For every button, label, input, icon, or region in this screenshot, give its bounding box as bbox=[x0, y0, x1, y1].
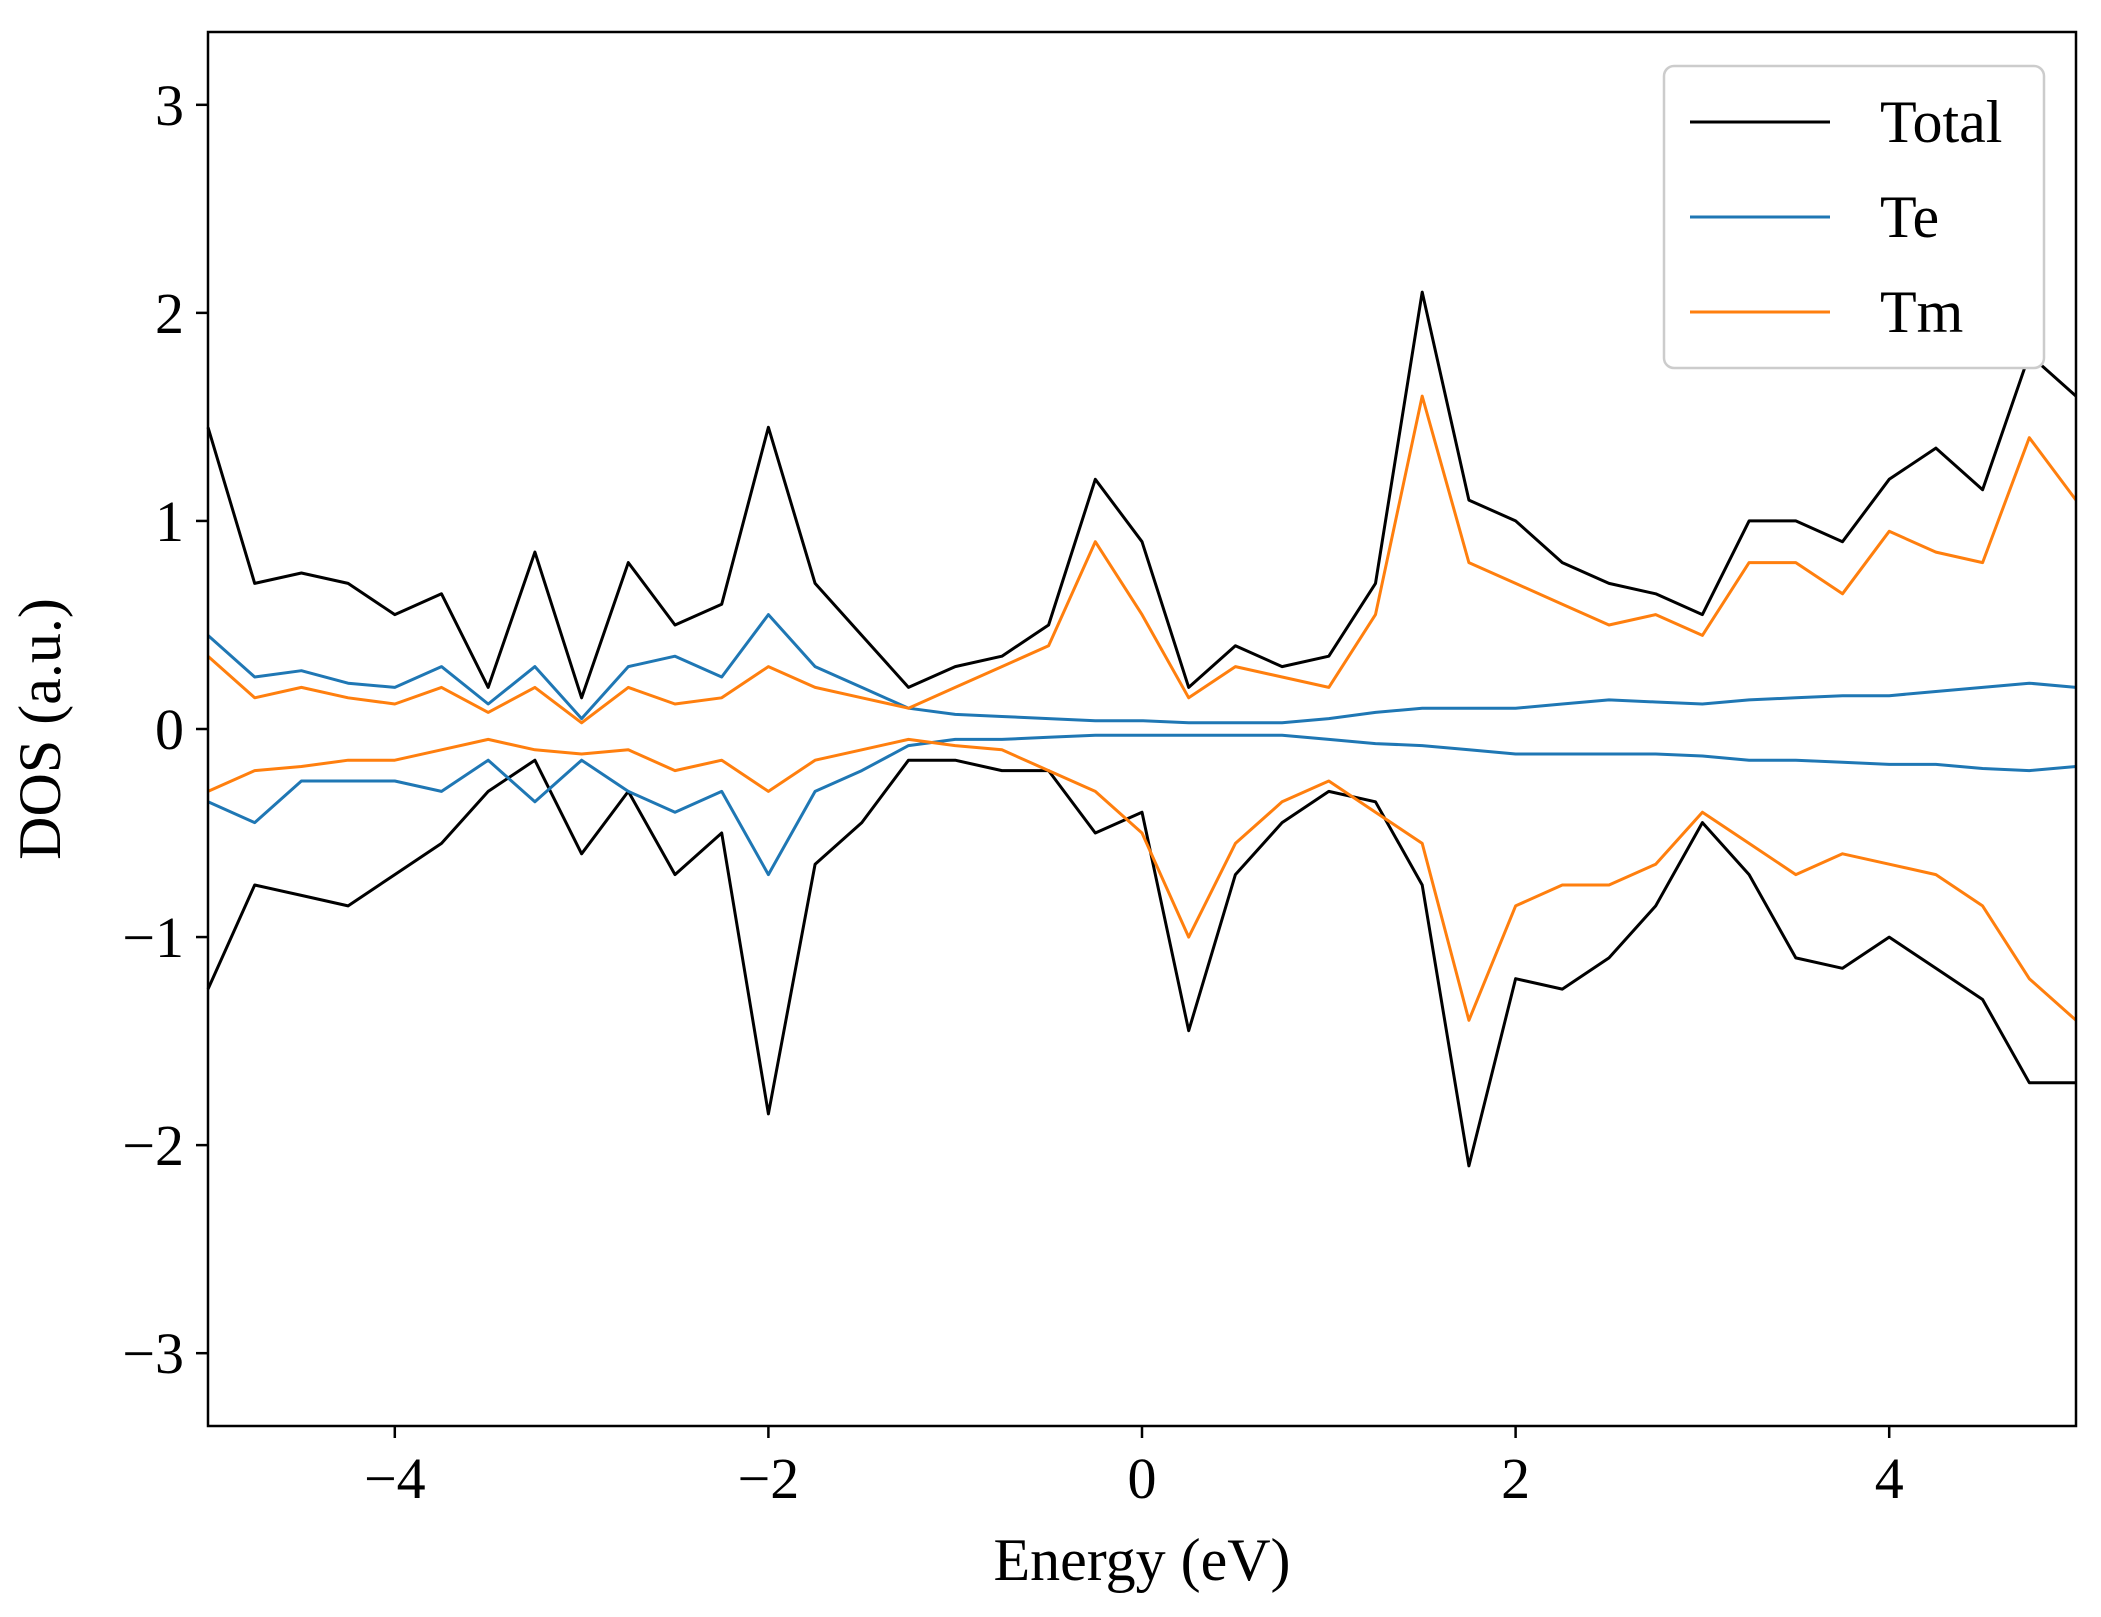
series-line-total-up bbox=[206, 290, 2077, 700]
y-tick-label: 2 bbox=[155, 281, 184, 346]
legend-label-tm: Tm bbox=[1880, 279, 1963, 345]
legend-label-te: Te bbox=[1880, 184, 1939, 250]
x-tick-label: 4 bbox=[1875, 1446, 1904, 1511]
y-tick-label: 1 bbox=[155, 489, 184, 554]
series-line-total-down bbox=[206, 758, 2076, 1168]
x-tick-label: −4 bbox=[364, 1446, 426, 1511]
x-tick-label: 0 bbox=[1128, 1446, 1157, 1511]
y-tick-label: −1 bbox=[122, 905, 184, 970]
series-line-tm-up bbox=[207, 394, 2078, 725]
series-layer bbox=[206, 290, 2078, 1168]
y-tick-label: 0 bbox=[155, 697, 184, 762]
x-axis-label: Energy (eV) bbox=[993, 1527, 1290, 1593]
x-tick-label: 2 bbox=[1501, 1446, 1530, 1511]
series-line-te-down bbox=[207, 733, 2077, 877]
legend-label-total: Total bbox=[1880, 89, 2002, 155]
series-line-tm-down bbox=[207, 737, 2077, 1022]
legend: Total Te Tm bbox=[1662, 64, 2046, 370]
legend-box bbox=[1662, 64, 2046, 370]
series-line-te-up bbox=[207, 613, 2077, 725]
y-axis-label: DOS (a.u.) bbox=[7, 598, 73, 860]
y-tick-label: −3 bbox=[122, 1321, 184, 1386]
y-tick-label: −2 bbox=[122, 1113, 184, 1178]
y-tick-label: 3 bbox=[155, 73, 184, 138]
ticks-layer: −4 −2 0 2 4 3 2 1 0 −1 −2 −3 bbox=[122, 73, 1903, 1511]
x-tick-label: −2 bbox=[738, 1446, 800, 1511]
